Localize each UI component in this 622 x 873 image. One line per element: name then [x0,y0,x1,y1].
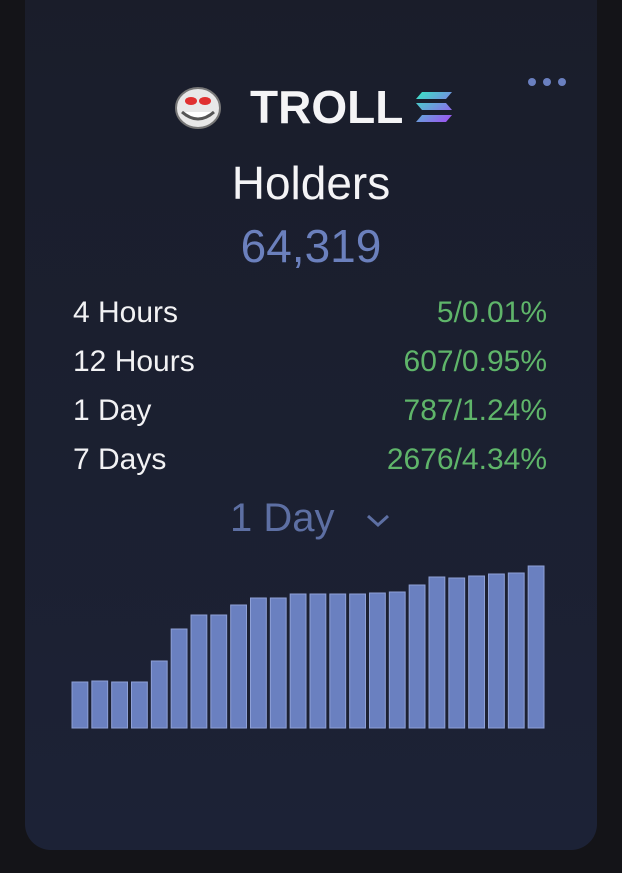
bar [488,573,505,729]
stat-label: 7 Days [73,443,167,476]
bar [349,593,366,729]
stat-label: 12 Hours [73,345,195,378]
bar [388,591,406,729]
token-name: TROLL [250,81,404,133]
bar [190,614,208,729]
bar [91,680,109,729]
bar [507,572,525,729]
bar [309,593,327,729]
chain-icon [416,92,452,122]
period-label[interactable]: 1 Day [230,496,335,540]
bar [329,593,347,729]
bar [448,577,466,729]
bar [289,593,307,729]
stat-row: 7 Days 2676/4.34% [73,443,547,477]
stat-value: 2676/4.34% [386,443,547,476]
stat-label: 4 Hours [73,296,179,329]
bar [428,576,446,729]
bar [111,681,129,729]
stat-value: 787/1.24% [403,394,547,427]
bar [269,597,287,729]
period-select[interactable]: 1 Day [230,496,394,541]
bar [150,660,168,729]
panel-title: Holders [231,157,391,209]
stat-row: 12 Hours 607/0.95% [73,345,547,379]
bar [210,614,228,729]
bar [369,592,386,729]
stat-row: 1 Day 787/1.24% [73,394,547,428]
bar [71,681,89,729]
bar [408,584,426,729]
stat-label: 1 Day [73,394,152,427]
stat-value: 5/0.01% [436,296,547,329]
bar [170,628,188,729]
stat-row: 4 Hours 5/0.01% [73,296,547,330]
chevron[interactable] [364,511,394,531]
bar [468,575,485,729]
token-icon [175,87,221,129]
bar [527,565,545,729]
bar-chart [71,565,545,729]
stat-value: 607/0.95% [403,345,547,378]
bar [230,604,248,729]
more-menu[interactable] [520,70,572,94]
bar [250,597,267,729]
holder-total: 64,319 [240,220,382,272]
bar [131,681,148,729]
